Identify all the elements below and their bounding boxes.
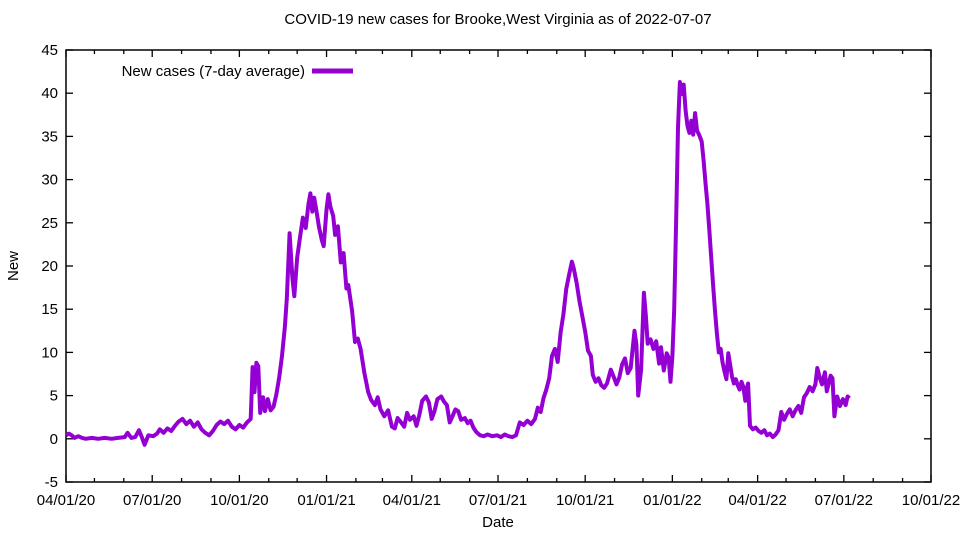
y-tick-label: 35 [41,128,58,145]
y-axis-title: New [5,251,22,281]
y-tick-label: 45 [41,42,58,59]
legend: New cases (7-day average) [122,63,353,80]
y-tick-label: -5 [45,474,58,491]
y-tick-label: 0 [50,431,58,448]
y-tick-label: 10 [41,344,58,361]
x-tick-label: 07/01/22 [815,492,873,509]
chart-title: COVID-19 new cases for Brooke,West Virgi… [284,11,711,28]
x-tick-label: 04/01/21 [383,492,441,509]
x-tick-label: 01/01/21 [297,492,355,509]
x-tick-label: 10/01/21 [556,492,614,509]
y-tick-label: 25 [41,215,58,232]
x-tick-label: 07/01/20 [123,492,181,509]
data-line-new-cases [64,80,851,447]
y-tick-label: 15 [41,301,58,318]
y-tick-label: 5 [50,388,58,405]
x-tick-label: 10/01/20 [210,492,268,509]
y-tick-label: 30 [41,172,58,189]
plot-border [65,49,932,483]
y-tick-label: 20 [41,258,58,275]
legend-label: New cases (7-day average) [122,63,305,80]
axis-ticks [65,49,932,483]
x-tick-label: 10/01/22 [902,492,960,509]
x-tick-label: 04/01/22 [728,492,786,509]
x-tick-label: 07/01/21 [469,492,527,509]
y-tick-label: 40 [41,85,58,102]
axis-tick-labels: 04/01/20 07/01/20 10/01/20 01/01/21 04/01/21… [37,42,960,509]
x-tick-label: 01/01/22 [643,492,701,509]
x-axis-title: Date [482,514,514,531]
x-tick-label: 04/01/20 [37,492,95,509]
